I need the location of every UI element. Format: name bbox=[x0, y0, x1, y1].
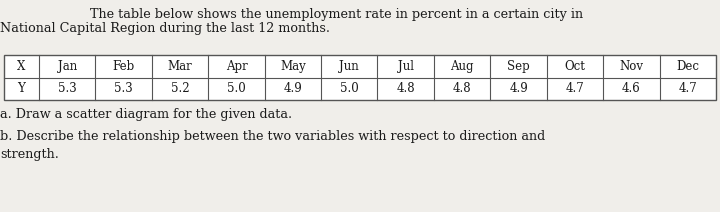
Text: 5.0: 5.0 bbox=[340, 82, 359, 95]
Text: strength.: strength. bbox=[0, 148, 59, 161]
Bar bbox=[4, 55, 716, 100]
Text: 4.8: 4.8 bbox=[453, 82, 472, 95]
Text: The table below shows the unemployment rate in percent in a certain city in: The table below shows the unemployment r… bbox=[90, 8, 583, 21]
Text: Mar: Mar bbox=[168, 60, 192, 73]
Text: 5.2: 5.2 bbox=[171, 82, 189, 95]
Text: Dec: Dec bbox=[676, 60, 699, 73]
Text: 4.7: 4.7 bbox=[678, 82, 697, 95]
Text: 5.3: 5.3 bbox=[114, 82, 133, 95]
Text: Aug: Aug bbox=[451, 60, 474, 73]
Text: 4.8: 4.8 bbox=[397, 82, 415, 95]
Bar bbox=[4, 55, 716, 100]
Text: Sep: Sep bbox=[507, 60, 530, 73]
Text: a. Draw a scatter diagram for the given data.: a. Draw a scatter diagram for the given … bbox=[0, 108, 292, 121]
Text: Oct: Oct bbox=[564, 60, 585, 73]
Text: Jan: Jan bbox=[58, 60, 77, 73]
Text: 5.0: 5.0 bbox=[227, 82, 246, 95]
Text: 5.3: 5.3 bbox=[58, 82, 76, 95]
Text: National Capital Region during the last 12 months.: National Capital Region during the last … bbox=[0, 22, 330, 35]
Text: X: X bbox=[17, 60, 26, 73]
Text: Nov: Nov bbox=[619, 60, 644, 73]
Text: 4.9: 4.9 bbox=[284, 82, 302, 95]
Text: May: May bbox=[280, 60, 306, 73]
Text: 4.7: 4.7 bbox=[566, 82, 585, 95]
Text: 4.9: 4.9 bbox=[509, 82, 528, 95]
Text: Jul: Jul bbox=[397, 60, 414, 73]
Text: Jun: Jun bbox=[339, 60, 359, 73]
Text: b. Describe the relationship between the two variables with respect to direction: b. Describe the relationship between the… bbox=[0, 130, 545, 143]
Text: 4.6: 4.6 bbox=[622, 82, 641, 95]
Text: Y: Y bbox=[17, 82, 25, 95]
Text: Feb: Feb bbox=[112, 60, 135, 73]
Text: Apr: Apr bbox=[225, 60, 248, 73]
